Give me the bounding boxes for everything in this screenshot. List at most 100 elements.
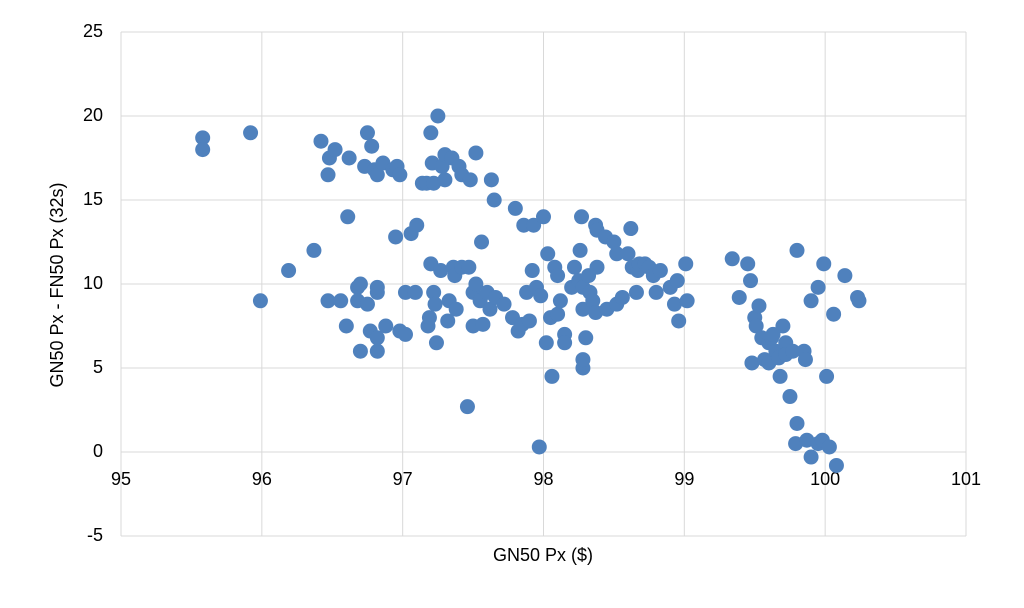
point (524, 263, 540, 279)
x-tick-label: 101 (951, 469, 981, 489)
point (533, 288, 549, 304)
point (378, 318, 394, 334)
point (359, 125, 375, 141)
point (243, 125, 259, 141)
point (666, 296, 682, 312)
point (572, 242, 588, 258)
point (426, 284, 442, 300)
point (496, 296, 512, 312)
point (620, 246, 636, 262)
point (430, 108, 446, 124)
point (782, 389, 798, 405)
point (195, 130, 211, 146)
point (837, 268, 853, 284)
point (507, 200, 523, 216)
point (816, 256, 832, 272)
point (536, 209, 551, 225)
x-tick-label: 100 (810, 469, 840, 489)
point (369, 167, 385, 183)
point (557, 335, 573, 351)
point (803, 449, 819, 465)
point (552, 293, 568, 309)
point (679, 293, 695, 309)
point (483, 172, 499, 188)
point (544, 368, 560, 384)
point (671, 313, 687, 329)
point (803, 293, 819, 309)
point (195, 142, 211, 158)
point (421, 310, 437, 326)
point (433, 263, 449, 279)
point (423, 125, 439, 141)
point (475, 316, 491, 332)
point (743, 273, 759, 289)
y-tick-label: 25 (83, 21, 103, 41)
point (788, 436, 804, 452)
point (785, 343, 801, 359)
point (623, 221, 639, 237)
point (550, 268, 566, 284)
point (574, 209, 590, 225)
point (333, 293, 349, 309)
point (327, 142, 343, 158)
point (765, 326, 781, 342)
point (606, 234, 622, 250)
point (648, 284, 664, 300)
y-tick-label: 5 (93, 357, 103, 377)
point (578, 330, 594, 346)
x-tick-label: 95 (111, 469, 131, 489)
point (789, 415, 805, 431)
point (521, 313, 537, 329)
point (585, 293, 601, 309)
point (426, 175, 442, 191)
point (575, 352, 591, 368)
point (427, 296, 443, 312)
point (614, 289, 630, 305)
point (352, 343, 368, 359)
point (341, 150, 357, 166)
point (352, 276, 368, 292)
point (428, 335, 444, 351)
point (486, 192, 502, 208)
point (678, 256, 694, 272)
point (281, 263, 297, 279)
point (724, 251, 740, 267)
point (531, 439, 547, 455)
x-tick-label: 99 (674, 469, 694, 489)
point (440, 313, 456, 329)
point (392, 167, 408, 183)
point (340, 209, 356, 225)
point (369, 279, 385, 295)
point (364, 138, 380, 154)
point (772, 368, 788, 384)
y-tick-label: 10 (83, 273, 103, 293)
point (320, 293, 336, 309)
point (851, 293, 867, 309)
point (731, 289, 747, 305)
point (526, 217, 542, 233)
point (359, 296, 375, 312)
point (252, 293, 268, 309)
point (628, 284, 644, 300)
point (338, 318, 354, 334)
point (540, 246, 556, 262)
point (448, 301, 464, 317)
point (789, 242, 805, 258)
point (652, 263, 668, 279)
point (566, 259, 582, 275)
x-tick-label: 96 (252, 469, 272, 489)
x-tick-label: 97 (393, 469, 413, 489)
point (821, 439, 837, 455)
point (407, 284, 423, 300)
point (589, 259, 605, 275)
point (437, 172, 453, 188)
point (669, 273, 685, 289)
point (462, 172, 478, 188)
x-tick-label: 98 (533, 469, 553, 489)
point (744, 355, 760, 371)
point (819, 368, 835, 384)
point (538, 335, 554, 351)
point (826, 306, 842, 322)
point (775, 318, 791, 334)
point (388, 229, 404, 245)
